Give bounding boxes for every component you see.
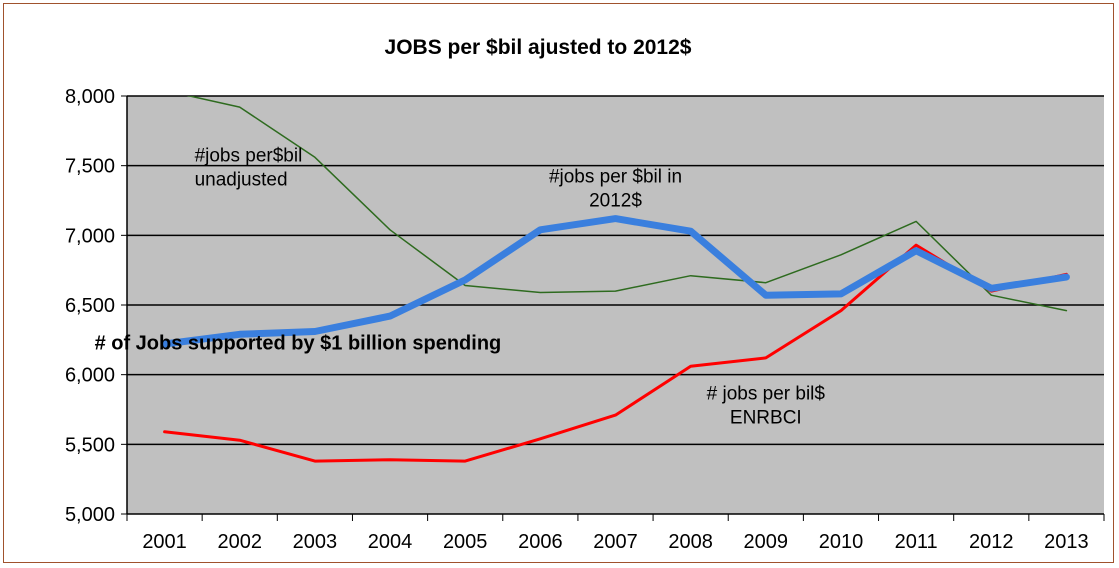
x-tick-label: 2002 bbox=[217, 531, 262, 553]
series-lines bbox=[161, 96, 1070, 463]
y-tick-label: 7,000 bbox=[65, 225, 115, 247]
annotation-label: #jobs per $bil in bbox=[549, 166, 682, 187]
x-tick-label: 2010 bbox=[819, 531, 864, 553]
series-line-1 bbox=[186, 96, 1068, 312]
y-tick-label: 6,000 bbox=[65, 365, 115, 387]
gridlines bbox=[127, 95, 1104, 446]
annotations: #jobs per$bil unadjusted #jobs per $bil in… bbox=[95, 145, 826, 428]
y-tick-label: 5,500 bbox=[65, 434, 115, 456]
annotation-label: ENRBCI bbox=[730, 408, 802, 429]
annotation-label: unadjusted bbox=[195, 169, 288, 190]
x-tick-label: 2006 bbox=[518, 531, 563, 553]
x-tick-label: 2003 bbox=[293, 531, 338, 553]
y-tick-label: 8,000 bbox=[65, 86, 115, 108]
y-tick-label: 6,500 bbox=[65, 295, 115, 317]
chart-title: JOBS per $bil ajusted to 2012$ bbox=[385, 36, 692, 59]
annotation-label: #jobs per$bil bbox=[195, 145, 303, 166]
x-tick-label: 2008 bbox=[668, 531, 713, 553]
x-tick-label: 2012 bbox=[969, 531, 1014, 553]
y-tick-label: 7,500 bbox=[65, 156, 115, 178]
x-tick-label: 2001 bbox=[142, 531, 187, 553]
annotation-label: # jobs per bil$ bbox=[707, 384, 826, 405]
axes: 5,000 5,500 6,000 6,500 7,000 7,500 8,000 2001 2… bbox=[65, 86, 1105, 553]
series-line-3 bbox=[161, 215, 1070, 348]
annotation-label: # of Jobs supported by $1 billion spendi… bbox=[95, 333, 502, 355]
series-line-2 bbox=[163, 243, 1068, 463]
x-tick-label: 2011 bbox=[895, 531, 938, 553]
line-chart: JOBS per $bil ajusted to 2012$ 5,000 5,50… bbox=[65, 36, 1105, 553]
chart-frame: JOBS per $bil ajusted to 2012$ 5,000 5,50… bbox=[3, 3, 1114, 563]
x-tick-label: 2013 bbox=[1044, 531, 1089, 553]
y-tick-label: 5,000 bbox=[65, 504, 115, 526]
annotation-label: 2012$ bbox=[589, 190, 642, 211]
x-tick-label: 2005 bbox=[443, 531, 488, 553]
x-tick-label: 2007 bbox=[593, 531, 638, 553]
x-tick-label: 2004 bbox=[368, 531, 413, 553]
x-tick-label: 2009 bbox=[744, 531, 789, 553]
